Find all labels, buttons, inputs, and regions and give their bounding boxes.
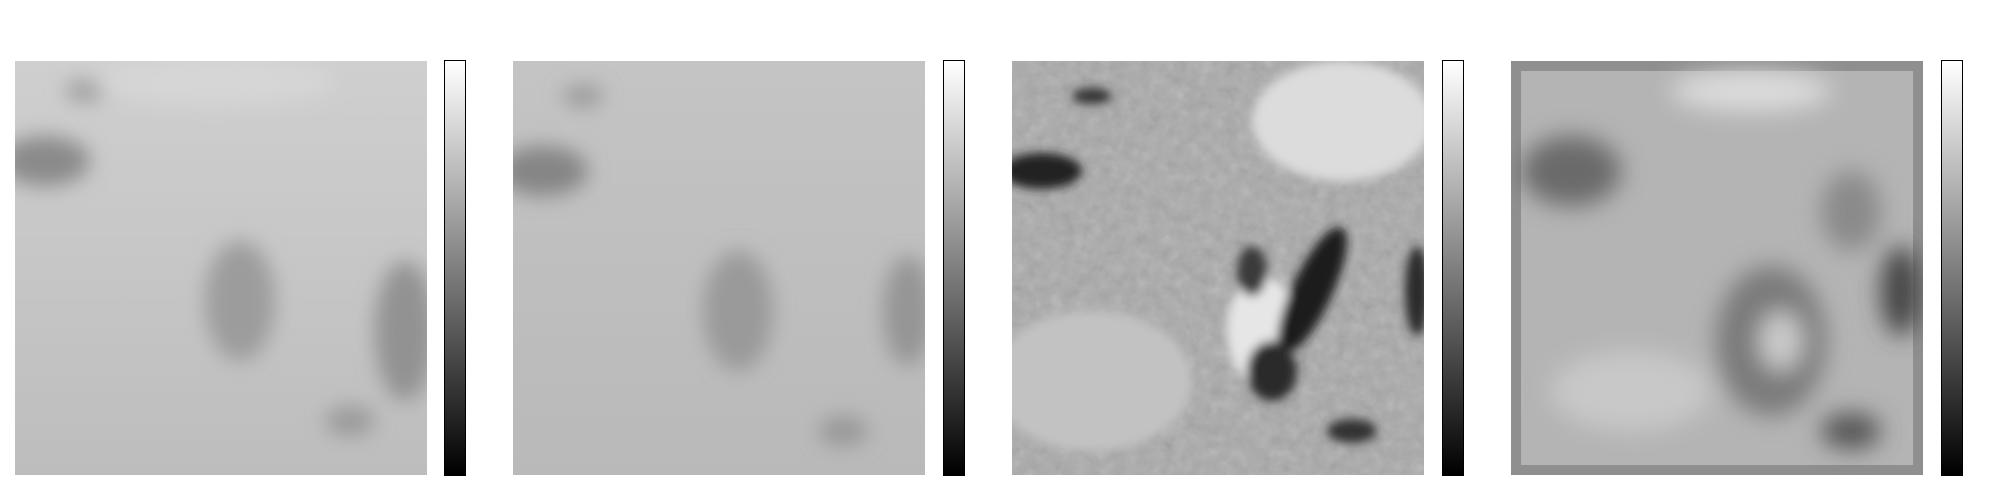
viirs-gt-image <box>1012 61 1424 475</box>
goes-2-image <box>513 61 925 475</box>
viirs-gt-colorbar <box>1442 60 1464 476</box>
goes-1-image <box>15 61 427 475</box>
goes-2-colorbar <box>943 60 965 476</box>
predicted-image <box>1511 61 1923 475</box>
predicted-colorbar <box>1941 60 1963 476</box>
goes-1-colorbar <box>444 60 466 476</box>
